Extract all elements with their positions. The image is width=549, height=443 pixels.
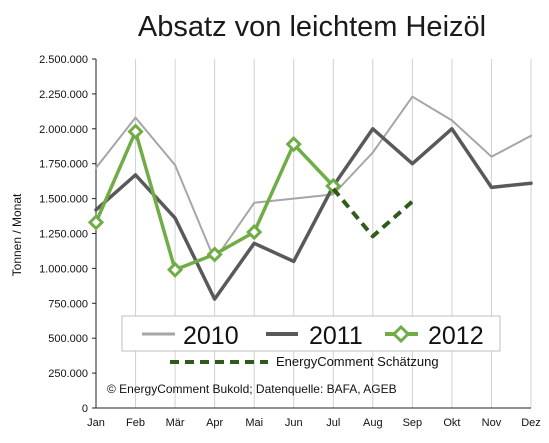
- y-tick-label-4: 1.000.000: [39, 263, 88, 275]
- legend-label-2010: 2010: [183, 322, 239, 350]
- legend-marker-2012: [391, 324, 411, 344]
- y-tick-label-10: 2.500.000: [39, 54, 88, 66]
- y-axis-label: Tonnen / Monat: [10, 193, 24, 276]
- y-tick-label-1: 250.000: [48, 368, 88, 380]
- x-tick-label-11: Dez: [521, 417, 541, 429]
- x-tick-label-10: Nov: [482, 417, 502, 429]
- series-2010: [95, 95, 532, 261]
- point-2012-Mai: [246, 223, 263, 241]
- series-layer: [87, 95, 533, 301]
- x-tick-label-8: Sep: [403, 417, 423, 429]
- series-2011: [94, 127, 533, 301]
- legend-label-2011: 2011: [309, 322, 363, 350]
- y-tick-label-6: 1.500.000: [39, 194, 88, 206]
- x-tick-label-3: Apr: [206, 417, 223, 429]
- x-tick-label-0: Jan: [87, 417, 105, 429]
- x-tick-label-6: Jul: [326, 417, 340, 429]
- y-tick-label-2: 500.000: [48, 333, 88, 345]
- source-annotation: © EnergyComment Bukold; Datenquelle: BAF…: [107, 382, 397, 396]
- legend-label-2012: 2012: [428, 322, 484, 350]
- legend-box: [121, 315, 501, 352]
- x-tick-label-7: Aug: [363, 417, 383, 429]
- x-tick-label-2: Mär: [166, 417, 185, 429]
- y-tick-label-0: 0: [82, 403, 88, 415]
- point-2012-Jan: [87, 214, 105, 231]
- y-tick-label-9: 2.250.000: [39, 89, 88, 101]
- point-2012-Jun: [285, 136, 302, 153]
- y-tick-label-7: 1.750.000: [39, 159, 88, 171]
- x-tick-label-4: Mai: [245, 417, 263, 429]
- legend-label-estimate: EnergyComment Schätzung: [276, 354, 439, 369]
- y-tick-label-8: 2.000.000: [39, 124, 88, 136]
- series-energycomment-sch-tzung: [331, 187, 414, 239]
- series-line-energycomment-sch-tzung: [331, 187, 414, 239]
- x-tick-label-1: Feb: [126, 417, 145, 429]
- point-2012-Jul: [325, 177, 342, 195]
- series-line-2011: [94, 127, 533, 301]
- axis-layer: 0 250.000 500.000 750.000 1.000.000 1.250.000…: [39, 54, 541, 429]
- point-2012-Apr: [206, 246, 223, 263]
- x-tick-label-9: Okt: [443, 417, 460, 429]
- series-2012: [87, 123, 342, 278]
- chart-title: Absatz von leichtem Heizöl: [138, 11, 486, 43]
- y-tick-label-5: 1.250.000: [39, 229, 88, 241]
- series-line-2010: [95, 95, 532, 261]
- y-tick-label-3: 750.000: [48, 298, 88, 310]
- legend: 2010 2011 2012 EnergyComment Schätzung: [121, 315, 501, 369]
- x-tick-label-5: Jun: [285, 417, 303, 429]
- point-2012-Mär: [166, 261, 184, 278]
- point-2012-Feb: [127, 123, 144, 140]
